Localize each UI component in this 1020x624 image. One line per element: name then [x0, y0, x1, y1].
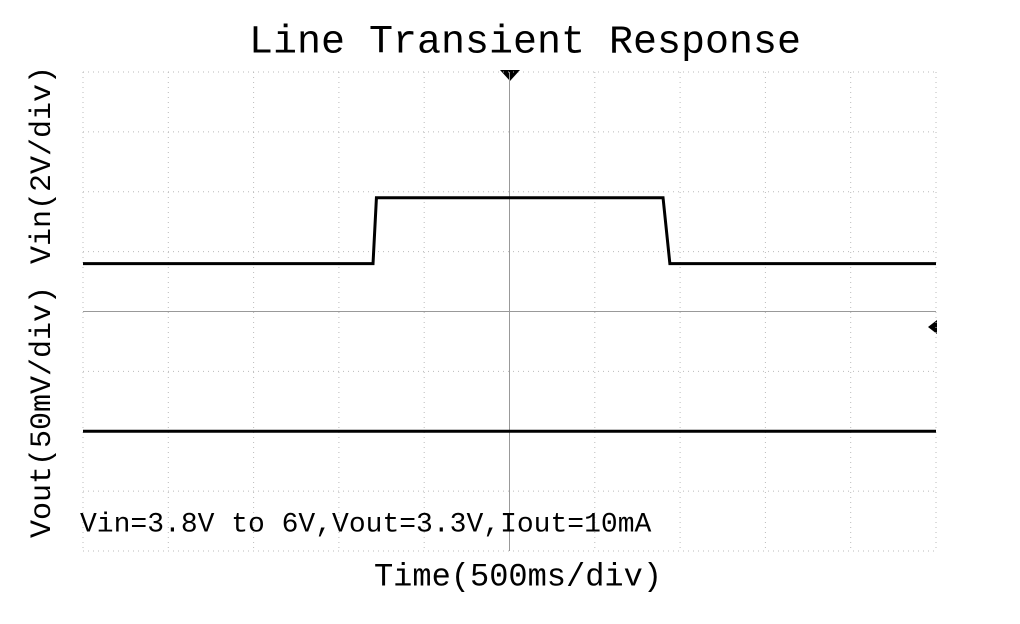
series-line	[83, 196, 936, 266]
y2-axis-label: Vout(50mV/div)	[26, 286, 60, 538]
y-axis-label: Vin(2V/div)	[26, 66, 60, 264]
annotation: Vin=3.8V to 6V,Vout=3.3V,Iout=10mA	[80, 509, 651, 540]
x-axis-label: Time(500ms/div)	[374, 558, 662, 595]
channel-marker	[928, 320, 937, 334]
chart-title: Line Transient Response	[249, 21, 801, 66]
